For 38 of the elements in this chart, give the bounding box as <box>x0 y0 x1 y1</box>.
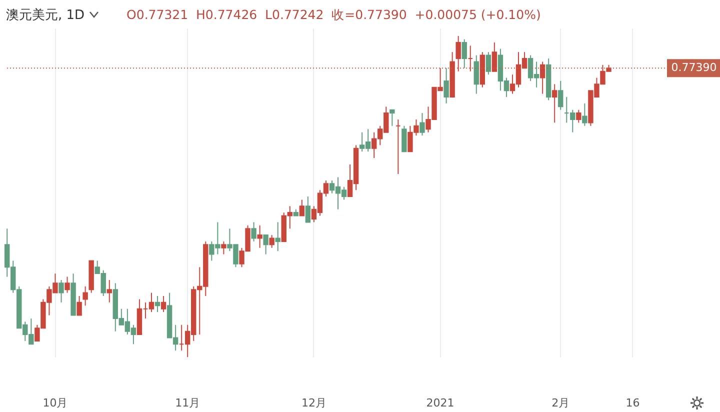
candlestick <box>160 296 166 313</box>
x-tick-label: 11月 <box>175 396 200 410</box>
candlestick <box>64 276 70 294</box>
candlestick <box>76 296 82 316</box>
x-tick-label: 16 <box>626 396 640 410</box>
candlestick <box>269 234 274 248</box>
candlestick <box>299 199 305 216</box>
candlestick <box>257 224 262 248</box>
text: 0.77390 <box>671 61 717 74</box>
candlestick <box>540 61 546 94</box>
x-tick-label: 12月 <box>301 396 326 410</box>
candlestick <box>58 279 64 303</box>
candlestick <box>390 109 395 126</box>
candlestick <box>492 42 498 72</box>
candlestick <box>456 36 461 72</box>
x-tick-label: 2021 <box>426 396 454 410</box>
x-tick-label: 2月 <box>552 396 570 410</box>
chart-subtitle: O0.77321 H0.77426 L0.77242 收=0.77390 +0.00075 (+0.10%) <box>126 6 541 24</box>
candlestick <box>275 222 280 252</box>
candlestick <box>552 84 558 124</box>
candlestick <box>106 279 112 303</box>
candlestick <box>582 102 588 126</box>
candlestick <box>576 109 582 124</box>
candlestick <box>444 68 449 104</box>
candlestick <box>251 222 256 242</box>
candlestick <box>154 296 160 313</box>
x-tick-label: 10月 <box>42 396 68 410</box>
candlestick <box>221 240 226 255</box>
candlestick <box>82 286 88 306</box>
chart-title: 澳元美元, 1D <box>6 7 85 24</box>
candlestick <box>462 38 467 69</box>
candlestick <box>558 80 564 110</box>
candlestick <box>263 234 268 255</box>
candlestick <box>420 112 425 136</box>
candlestick <box>474 54 479 94</box>
candlestick <box>402 125 407 152</box>
candlestick <box>305 196 311 223</box>
candlestick <box>486 52 492 76</box>
